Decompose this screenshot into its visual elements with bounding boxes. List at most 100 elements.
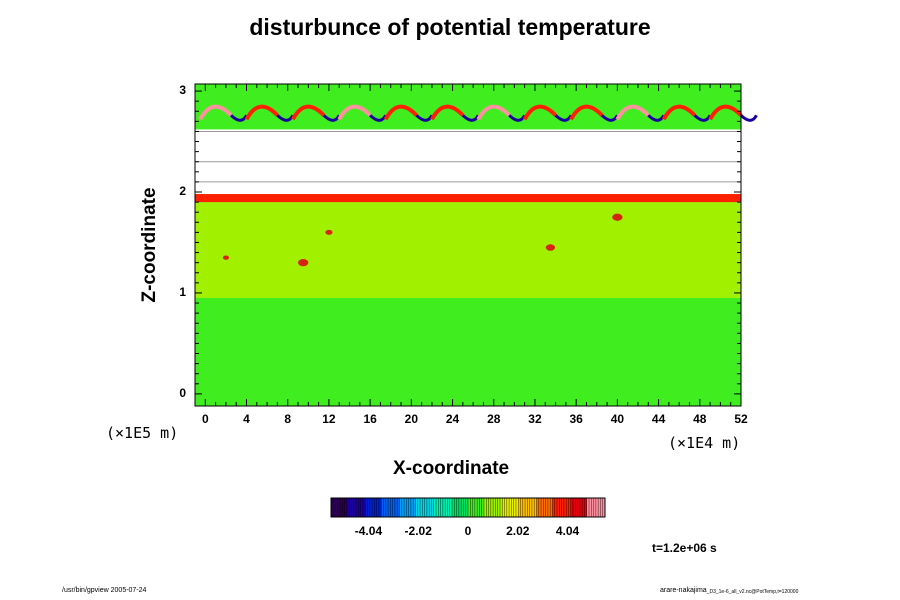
colorbar-cell xyxy=(566,498,569,517)
warm-anomaly-3 xyxy=(612,213,623,221)
colorbar-cell xyxy=(388,498,391,517)
colorbar-cell xyxy=(493,498,496,517)
colorbar-cell xyxy=(479,498,482,517)
upper-trough-2 xyxy=(322,114,341,122)
colorbar-cell xyxy=(331,498,334,517)
colorbar-cell xyxy=(374,498,377,517)
colorbar-cell xyxy=(385,498,389,517)
colorbar-cell xyxy=(552,498,556,517)
upper-wave-6 xyxy=(476,104,511,121)
warm-anomaly-0 xyxy=(298,259,309,267)
y-tick-label: 1 xyxy=(179,284,186,299)
colorbar-cell xyxy=(340,498,343,517)
colorbar-cell xyxy=(483,498,487,517)
colorbar-cell xyxy=(543,498,546,517)
upper-trough-9 xyxy=(647,114,666,122)
colorbar-cell xyxy=(356,498,359,517)
warm-anomaly-1 xyxy=(325,229,333,235)
colorbar-cell xyxy=(557,498,560,517)
colorbar-cell xyxy=(349,498,352,517)
colorbar-cell xyxy=(595,498,599,517)
colorbar-cell xyxy=(433,498,437,517)
colorbar-cell xyxy=(392,498,396,517)
plot-frame xyxy=(194,83,742,407)
colorbar-cell xyxy=(536,498,540,517)
upper-wave-8 xyxy=(569,104,604,121)
colorbar-cell xyxy=(431,498,435,517)
colorbar-cell xyxy=(445,498,448,517)
colorbar-cell xyxy=(481,498,485,517)
colorbar-cell xyxy=(499,498,503,517)
colorbar-cell xyxy=(515,498,519,517)
chart-title: disturbunce of potential temperature xyxy=(249,14,651,40)
colorbar-cell xyxy=(456,498,460,517)
x-tick-label: 24 xyxy=(445,412,460,426)
colorbar-cell xyxy=(429,498,432,517)
colorbar-cell xyxy=(468,498,471,517)
colorbar-cell xyxy=(406,498,409,517)
colorbar-tick-label: -4.04 xyxy=(354,524,383,538)
colorbar-cell xyxy=(376,498,380,517)
colorbar-cell xyxy=(550,498,553,517)
colorbar-cell xyxy=(527,498,530,517)
field-region-2 xyxy=(195,194,741,203)
colorbar-cell xyxy=(422,498,425,517)
colorbar-cell xyxy=(360,498,364,517)
colorbar-cell xyxy=(547,498,551,517)
colorbar-cell xyxy=(586,498,590,517)
colorbar-cell xyxy=(413,498,416,517)
x-tick-label: 8 xyxy=(284,412,292,426)
colorbar-cell xyxy=(346,498,350,517)
colorbar-cell xyxy=(408,498,412,517)
colorbar-cell xyxy=(568,498,572,517)
upper-wave-7 xyxy=(522,104,558,121)
colorbar-cell xyxy=(397,498,400,517)
x-tick-label: 20 xyxy=(404,412,418,426)
colorbar-cell xyxy=(447,498,451,517)
upper-trough-10 xyxy=(693,114,712,122)
upper-wave-4 xyxy=(383,104,418,121)
colorbar-cell xyxy=(570,498,574,517)
colorbar-cell xyxy=(488,498,492,517)
colorbar-tick-label: 0 xyxy=(464,524,472,538)
colorbar-cell xyxy=(438,498,441,517)
upper-trough-1 xyxy=(276,114,295,122)
colorbar-cell xyxy=(452,498,455,517)
colorbar-cell xyxy=(372,498,375,517)
colorbar-cell xyxy=(465,498,469,517)
x-tick-label: 48 xyxy=(693,412,707,426)
upper-trough-7 xyxy=(554,114,573,122)
colorbar-cell xyxy=(390,498,393,517)
x-tick-label: 44 xyxy=(651,412,666,426)
colorbar-cell xyxy=(602,498,606,517)
x-tick-label: 12 xyxy=(322,412,336,426)
colorbar-cell xyxy=(511,498,514,517)
colorbar-cell xyxy=(477,498,480,517)
upper-trough-3 xyxy=(369,114,387,122)
x-tick-label: 16 xyxy=(363,412,377,426)
colorbar-cell xyxy=(440,498,444,517)
colorbar-cell xyxy=(584,498,588,517)
colorbar-cell xyxy=(417,498,421,517)
colorbar-cell xyxy=(424,498,428,517)
colorbar-cell xyxy=(351,498,355,517)
warm-anomaly-4 xyxy=(222,255,229,260)
colorbar-cell xyxy=(335,498,339,517)
field-region-0 xyxy=(195,297,741,406)
colorbar-cell xyxy=(442,498,446,517)
footer-file: _D3_1e-6_all_v2.nc@PotTemp,t=120000 xyxy=(706,589,799,595)
colorbar-tick-label: 4.04 xyxy=(555,524,580,538)
colorbar-cell xyxy=(582,498,585,517)
colorbar-cell xyxy=(502,498,505,517)
colorbar-cell xyxy=(575,498,578,517)
upper-trough-11 xyxy=(739,114,758,122)
colorbar-cell xyxy=(333,498,336,517)
x-tick-label: 28 xyxy=(487,412,501,426)
upper-trough-6 xyxy=(508,114,526,122)
warm-anomaly-2 xyxy=(545,244,556,251)
colorbar-cell xyxy=(563,498,567,517)
y-tick-label: 0 xyxy=(179,385,186,400)
colorbar-cell xyxy=(449,498,453,517)
colorbar-cell xyxy=(415,498,419,517)
